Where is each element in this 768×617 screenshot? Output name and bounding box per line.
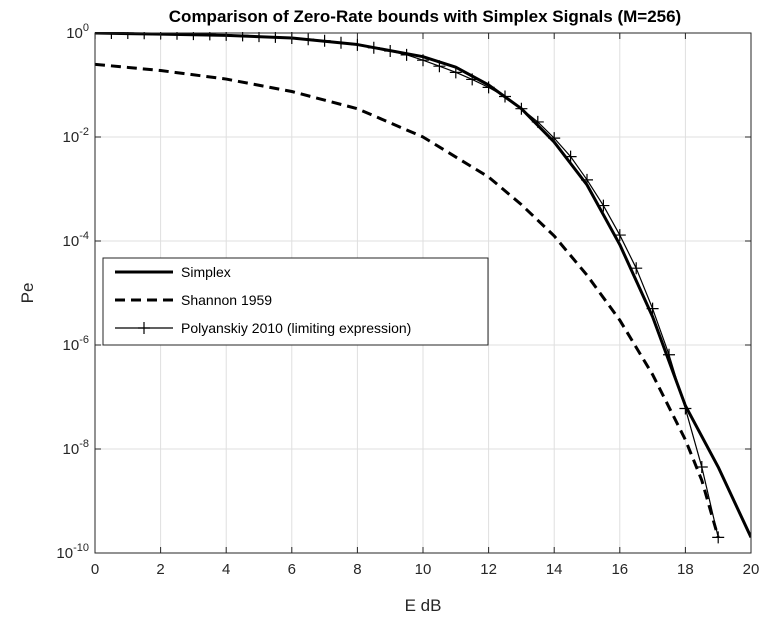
y-tick-labels: 100 10-2 10-4 10-6 10-8 10-10 <box>56 22 751 562</box>
x-tick-label: 8 <box>353 561 361 578</box>
series-point-marker <box>564 150 577 163</box>
y-tick-label: 10-2 <box>63 126 89 146</box>
series-point-marker <box>187 32 200 41</box>
y-tick-label: 10-4 <box>63 230 89 250</box>
series-point-marker <box>482 81 495 94</box>
legend-label: Shannon 1959 <box>181 292 272 308</box>
series-point-marker <box>253 32 265 43</box>
series-point-marker <box>613 229 626 242</box>
series-point-marker <box>236 32 249 42</box>
x-tick-label: 16 <box>611 561 628 578</box>
series-point-marker <box>367 41 380 54</box>
y-tick-label: 10-8 <box>63 438 89 458</box>
x-tick-label: 0 <box>91 561 99 578</box>
x-tick-label: 6 <box>288 561 296 578</box>
series-point-marker <box>515 102 528 115</box>
series-point-marker <box>400 48 413 61</box>
series-point-marker <box>351 38 364 51</box>
series-point-marker <box>466 73 479 86</box>
series-point-marker <box>499 90 511 103</box>
x-tick-labels: 0 2 4 6 8 10 12 14 16 18 20 <box>91 33 760 578</box>
x-tick-label: 4 <box>222 561 230 578</box>
y-tick-label: 10-6 <box>63 334 89 354</box>
series-line <box>95 62 720 538</box>
series-point-marker <box>581 173 593 186</box>
x-tick-label: 18 <box>677 561 694 578</box>
series-point-marker <box>302 33 315 46</box>
y-axis-label: Pe <box>18 283 37 304</box>
series-point-marker <box>663 348 675 361</box>
series-point-marker <box>203 32 216 41</box>
series-point-marker <box>417 54 429 67</box>
x-tick-label: 12 <box>480 561 497 578</box>
series-point-marker <box>679 402 692 415</box>
x-tick-label: 20 <box>743 561 760 578</box>
legend-label: Polyanskiy 2010 (limiting expression) <box>181 320 411 336</box>
series-point-marker <box>531 115 544 128</box>
series-point-marker <box>171 32 183 40</box>
legend-marker <box>138 322 150 334</box>
y-tick-label: 100 <box>66 22 89 42</box>
series-point-marker <box>646 302 659 315</box>
series-point-marker <box>597 199 610 212</box>
legend: Simplex Shannon 1959 Polyanskiy 2010 (limi… <box>102 257 489 346</box>
series-point-marker <box>548 132 561 145</box>
chart-title: Comparison of Zero-Rate bounds with Simp… <box>169 7 681 26</box>
x-tick-label: 14 <box>546 561 563 578</box>
series-point-marker <box>630 262 643 275</box>
series-point-marker <box>318 34 331 47</box>
series-point-marker <box>695 461 708 474</box>
series-point-marker <box>335 36 347 49</box>
y-tick-label: 10-10 <box>56 542 89 562</box>
x-axis-label: E dB <box>405 596 442 615</box>
series-point-marker <box>384 45 397 58</box>
series-point-marker <box>712 531 725 544</box>
x-tick-label: 2 <box>156 561 164 578</box>
x-tick-label: 10 <box>415 561 432 578</box>
series-point-marker <box>433 60 446 73</box>
series-point-marker <box>449 66 462 79</box>
legend-label: Simplex <box>181 264 231 280</box>
